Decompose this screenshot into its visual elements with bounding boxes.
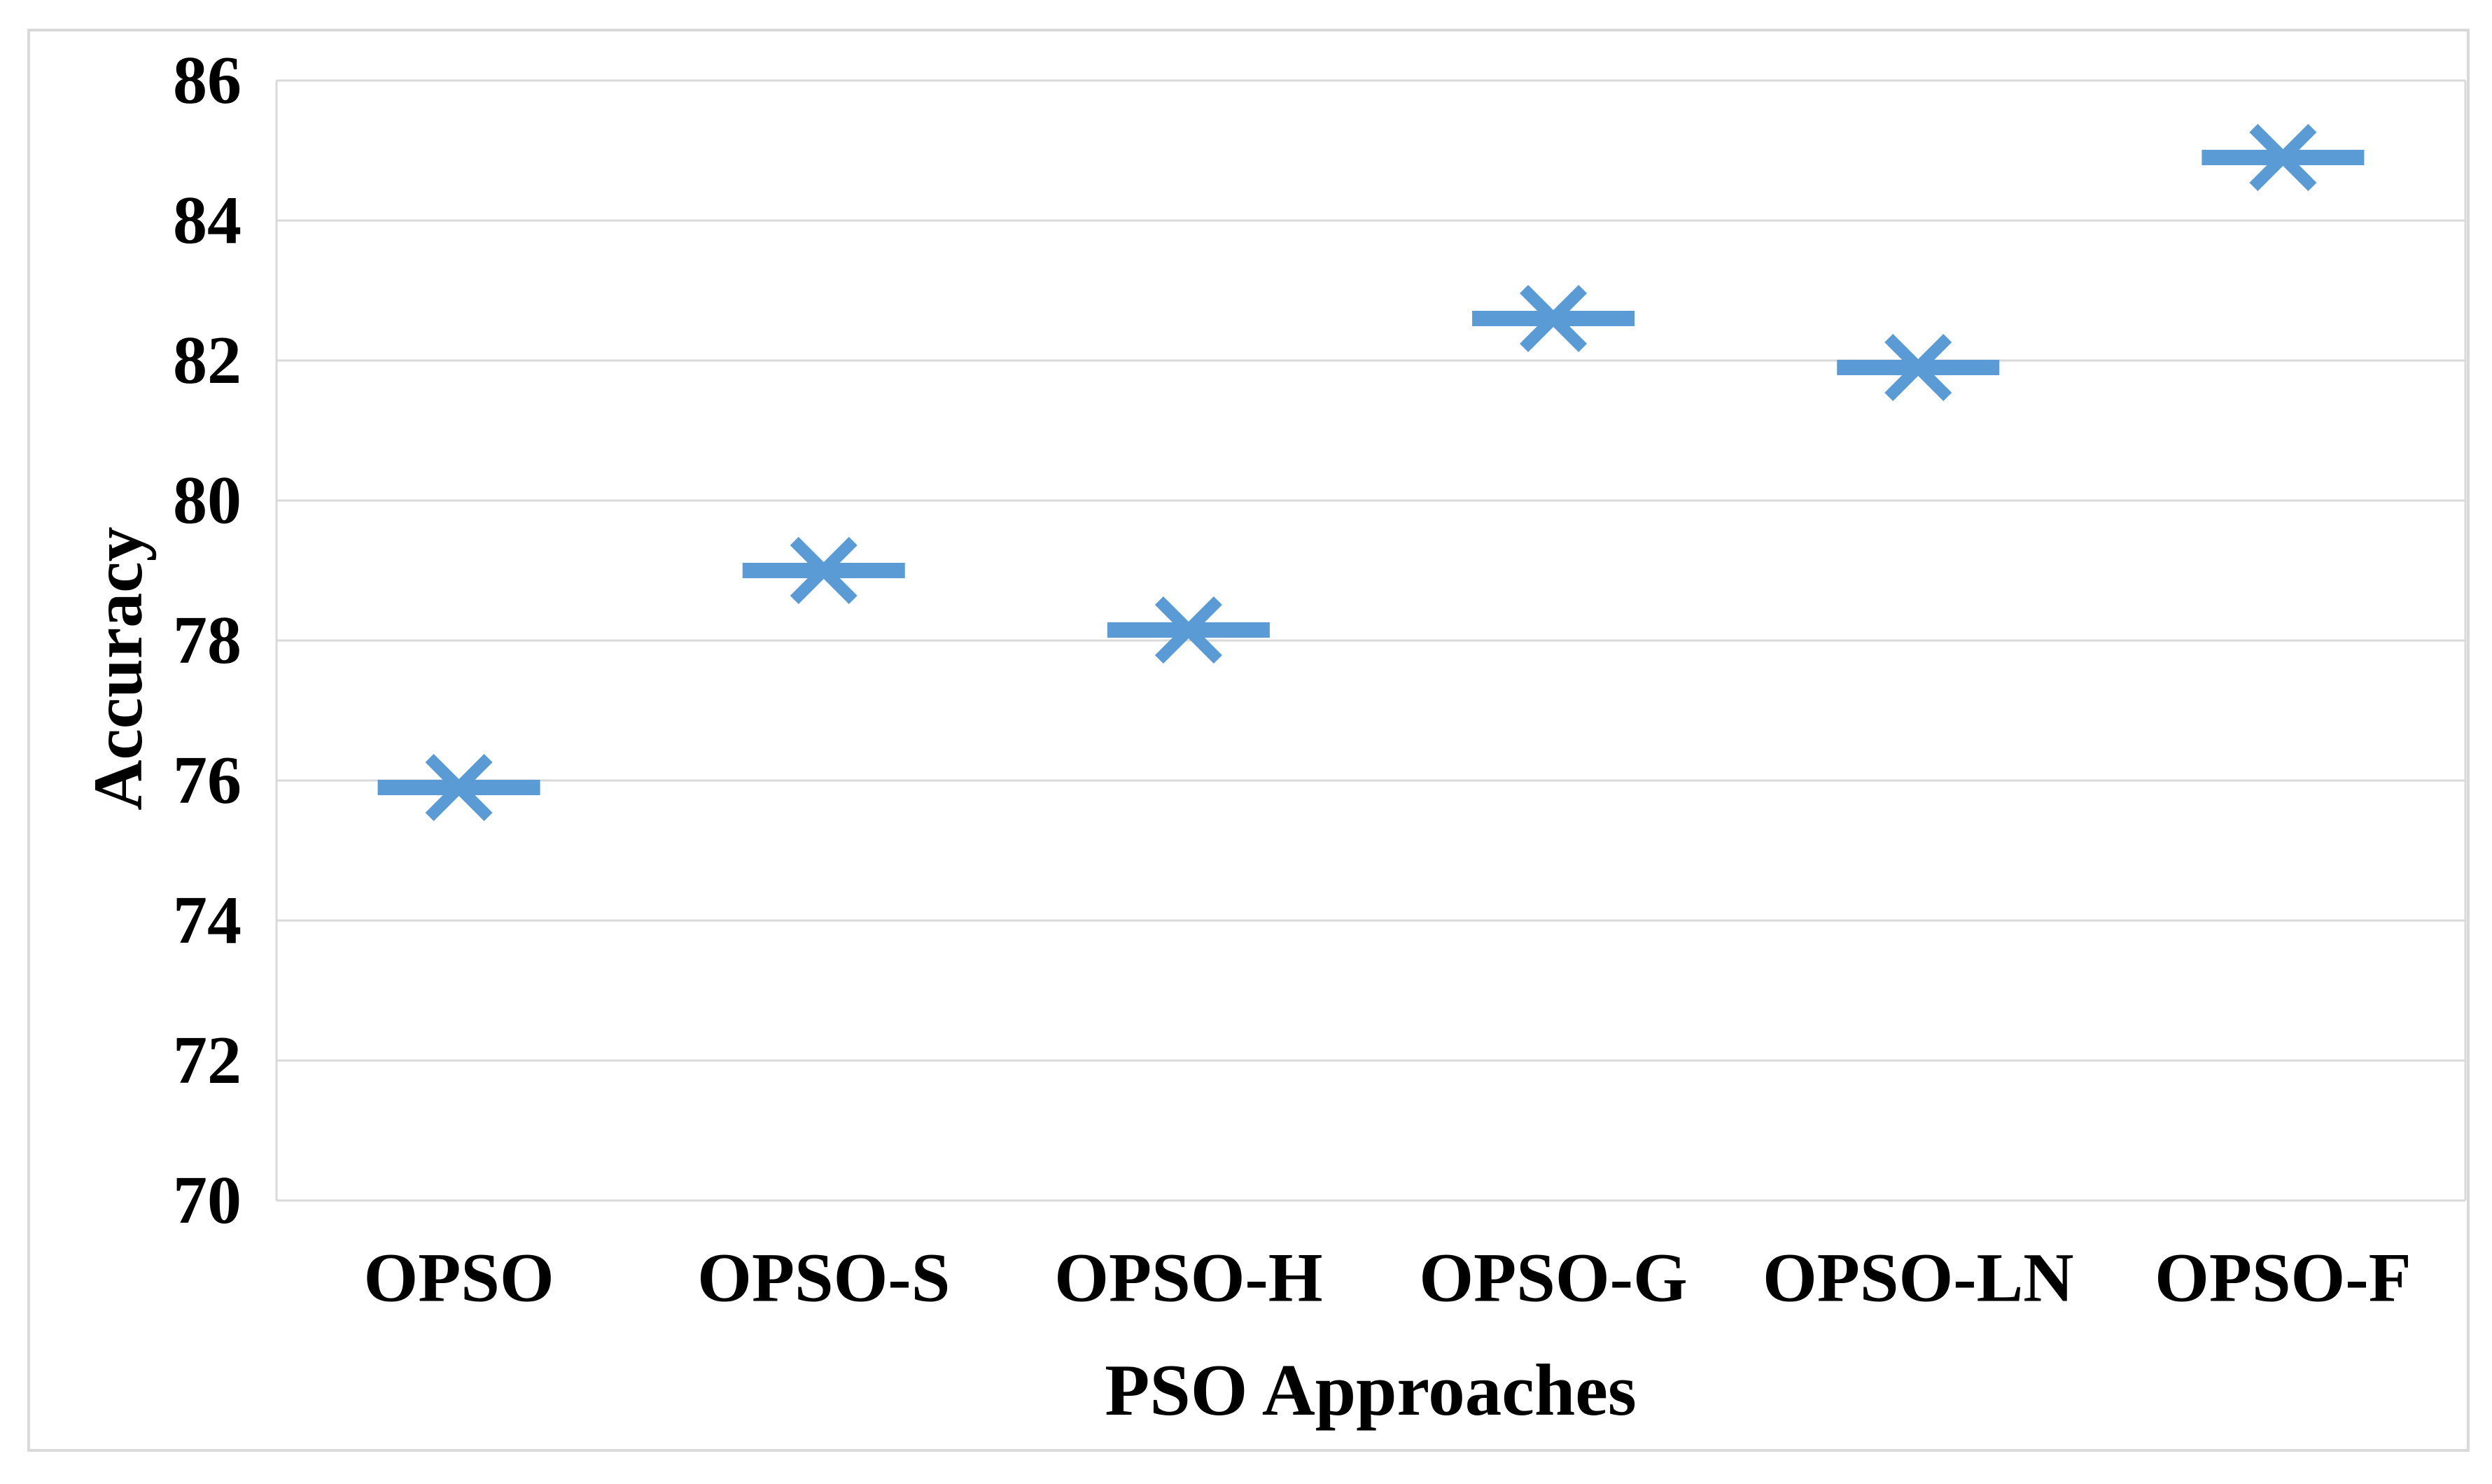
y-tick-label: 80: [173, 463, 241, 538]
figure-border: [27, 29, 2470, 1452]
y-axis-title: Accuracy: [78, 526, 157, 811]
data-marker: [2202, 123, 2365, 192]
x-category-label: OPSO-G: [1419, 1239, 1687, 1317]
y-tick-label: 84: [173, 183, 241, 258]
x-category-label: OPSO-S: [697, 1239, 950, 1317]
x-category-label: OPSO-H: [1054, 1239, 1322, 1317]
data-marker: [1107, 596, 1270, 664]
y-tick-label: 86: [173, 43, 241, 118]
y-tick-label: 74: [173, 883, 241, 958]
x-category-label: OPSO-F: [2155, 1239, 2412, 1317]
marker-x-stroke: [1154, 596, 1222, 664]
marker-x-stroke: [2249, 123, 2317, 192]
data-marker: [377, 753, 540, 822]
data-marker: [742, 536, 905, 605]
y-tick-label: 76: [173, 743, 241, 818]
x-category-label: OPSO-LN: [1763, 1239, 2073, 1317]
marker-x-stroke: [1520, 284, 1588, 353]
y-tick-label: 78: [173, 603, 241, 678]
data-marker: [1837, 333, 2000, 402]
y-tick-label: 82: [173, 323, 241, 398]
x-category-label: OPSO: [363, 1239, 554, 1317]
marker-x-stroke: [790, 536, 858, 605]
data-marker: [1472, 284, 1635, 353]
y-tick-label: 72: [173, 1023, 241, 1098]
marker-x-stroke: [1884, 333, 1952, 402]
y-tick-label: 70: [173, 1163, 241, 1238]
x-axis-title: PSO Approaches: [1105, 1348, 1637, 1431]
marker-x-stroke: [425, 753, 493, 822]
